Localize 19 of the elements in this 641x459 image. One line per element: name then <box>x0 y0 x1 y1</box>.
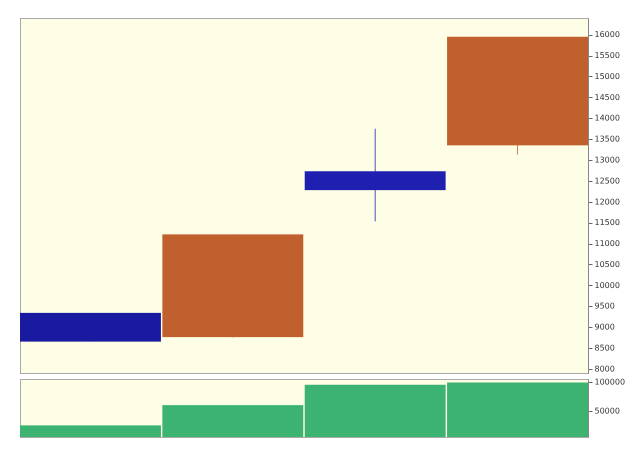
y-tick-label: 11500 <box>594 218 620 228</box>
y-tick-label: 15500 <box>594 51 620 60</box>
y-tick-label: 13500 <box>594 134 620 144</box>
y-tick-label: 50000 <box>594 406 620 416</box>
y-tick-label: 9000 <box>594 322 615 332</box>
y-tick-label: 12000 <box>594 197 620 206</box>
y-tick-label: 15000 <box>594 72 620 81</box>
y-tick-label: 100000 <box>594 377 626 386</box>
y-tick-label: 10500 <box>594 260 620 269</box>
y-tick-label: 12500 <box>594 176 620 186</box>
y-tick-label: 16000 <box>594 30 620 40</box>
y-tick-label: 9500 <box>594 302 615 311</box>
y-tick-label: 13000 <box>594 156 620 164</box>
y-tick-label: 8500 <box>594 343 615 352</box>
y-tick-label: 14500 <box>594 92 620 102</box>
y-tick-label: 14000 <box>594 114 620 123</box>
y-tick-label: 8000 <box>594 364 615 374</box>
y-tick-label: 11000 <box>594 239 620 248</box>
y-tick-label: 10000 <box>594 280 620 290</box>
